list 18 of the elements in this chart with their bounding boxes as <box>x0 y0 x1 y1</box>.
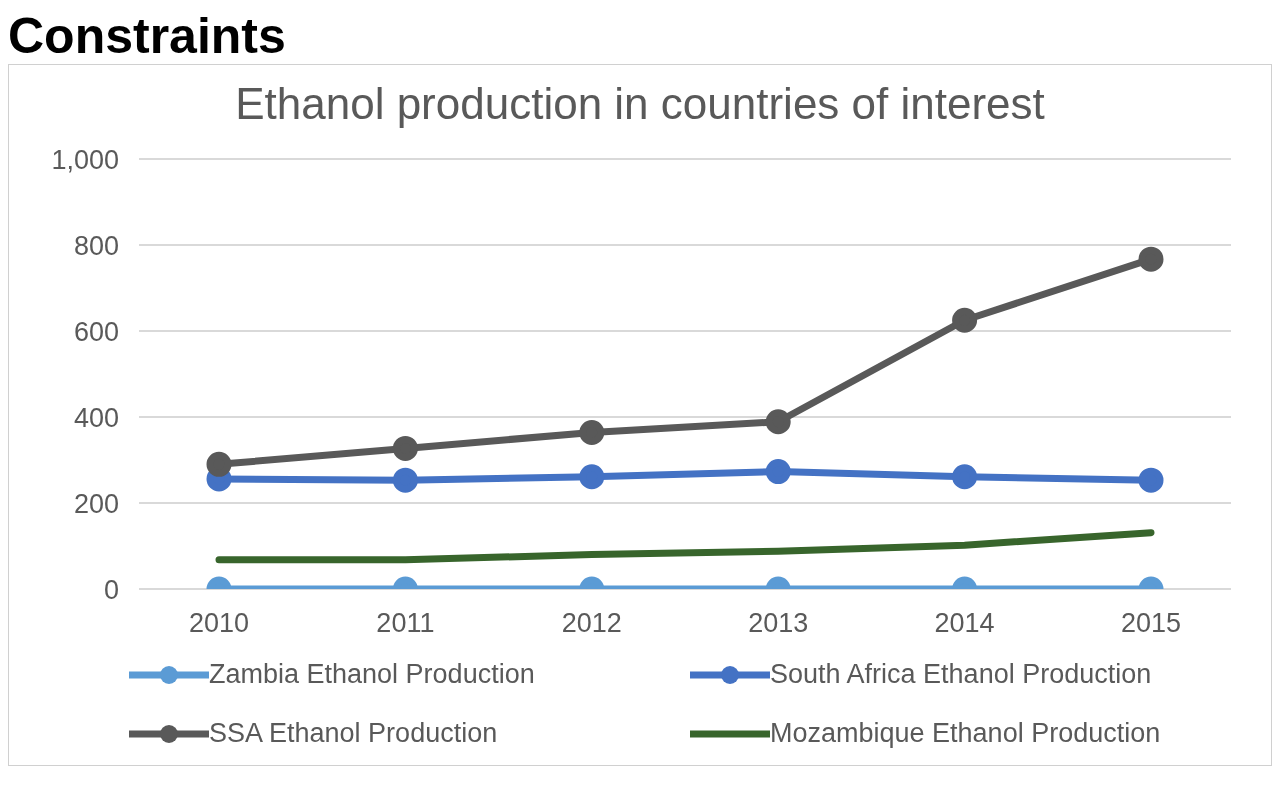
text: Constraints <box>8 8 287 64</box>
x-tick-label: 2013 <box>748 608 809 639</box>
legend-label: SSA Ethanol Production <box>209 718 498 749</box>
x-tick-label: 2010 <box>188 608 250 639</box>
x-tick-label: 2012 <box>561 608 622 639</box>
legend-label: South Africa Ethanol Production <box>770 659 1152 690</box>
legend-label: Mozambique Ethanol Production <box>770 718 1161 749</box>
y-tick-label: 1,000 <box>51 144 119 175</box>
x-tick-label: 2011 <box>376 608 435 639</box>
x-tick-label: 2015 <box>1120 608 1182 639</box>
chart-title: Ethanol production in countries of interest <box>234 79 1046 130</box>
y-tick-label: 600 <box>73 316 119 347</box>
y-tick-label: 200 <box>73 488 119 519</box>
y-tick-label: 400 <box>73 402 119 433</box>
legend-label: Zambia Ethanol Production <box>209 659 535 690</box>
x-tick-label: 2014 <box>934 608 995 639</box>
y-tick-label: 0 <box>103 574 119 605</box>
y-tick-label: 800 <box>73 230 119 261</box>
